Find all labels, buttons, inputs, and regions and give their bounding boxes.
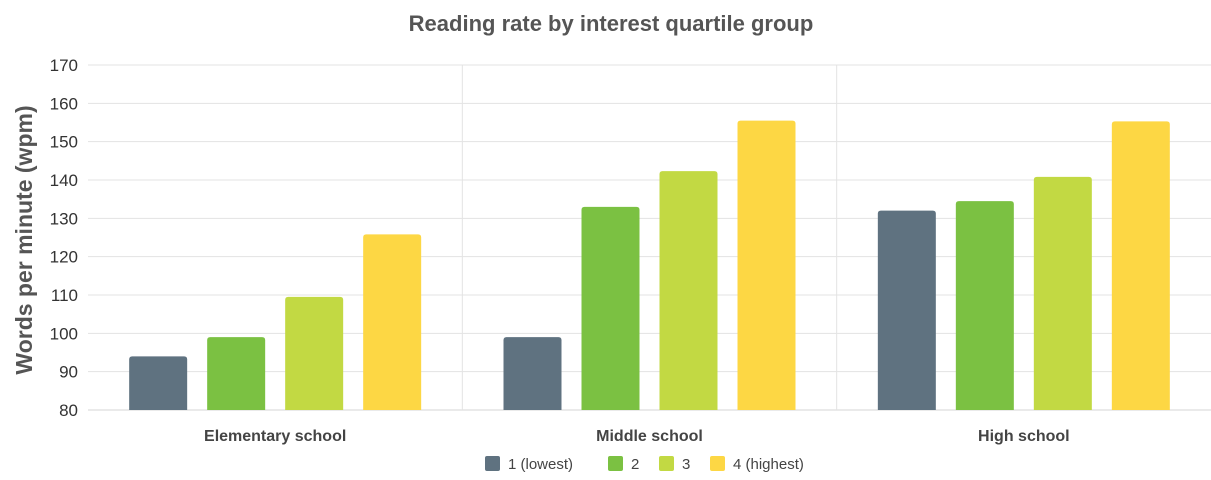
legend-label-3: 3 <box>682 456 690 473</box>
legend: 1 (lowest) 2 3 4 (highest) <box>485 456 804 473</box>
legend-swatch-2 <box>608 456 623 471</box>
chart-title: Reading rate by interest quartile group <box>409 11 814 36</box>
y-tick-label: 170 <box>50 56 78 75</box>
y-tick-label: 80 <box>59 401 78 420</box>
y-tick-label: 140 <box>50 171 78 190</box>
bar-4-3 <box>1111 121 1170 410</box>
legend-swatch-4 <box>710 456 725 471</box>
legend-label-1: 1 (lowest) <box>508 456 573 473</box>
legend-swatch-1 <box>485 456 500 471</box>
group-separators <box>461 65 838 410</box>
y-tick-label: 130 <box>50 209 78 228</box>
legend-label-2: 2 <box>631 456 639 473</box>
category-label: Middle school <box>596 428 703 445</box>
category-labels: Elementary school Middle school High schoo… <box>204 428 1070 445</box>
bar-3-3 <box>1033 176 1092 410</box>
bar-1-2 <box>503 337 562 410</box>
bars <box>129 120 1170 410</box>
category-label: Elementary school <box>204 428 346 445</box>
y-tick-label: 120 <box>50 248 78 267</box>
y-tick-label: 160 <box>50 94 78 113</box>
gridlines <box>88 64 1211 411</box>
bar-4-1 <box>363 234 422 410</box>
y-tick-label: 100 <box>50 324 78 343</box>
y-tick-label: 110 <box>51 286 78 305</box>
category-label: High school <box>978 428 1070 445</box>
bar-3-1 <box>285 296 344 410</box>
legend-swatch-3 <box>659 456 674 471</box>
bar-2-1 <box>207 337 266 410</box>
bar-3-2 <box>659 171 718 410</box>
legend-label-4: 4 (highest) <box>733 456 804 473</box>
y-tick-label: 150 <box>50 133 78 152</box>
y-axis-label: Words per minute (wpm) <box>11 105 37 374</box>
bar-2-2 <box>581 206 640 410</box>
bar-4-2 <box>737 120 796 410</box>
bar-1-3 <box>877 210 936 410</box>
y-tick-label: 90 <box>59 363 78 382</box>
y-tick-labels: 80 90 100 110 120 130 140 150 160 170 <box>50 56 78 420</box>
bar-1-1 <box>129 356 188 410</box>
bar-2-3 <box>955 201 1014 410</box>
